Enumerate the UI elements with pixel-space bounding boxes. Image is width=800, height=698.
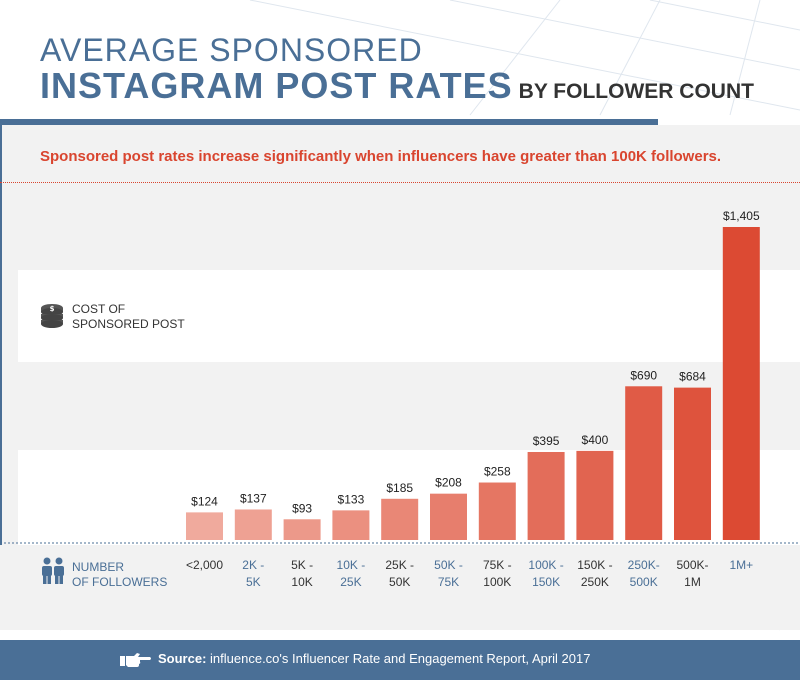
x-axis-label: NUMBER OF FOLLOWERS [72,560,167,590]
x-axis-label-line2: OF FOLLOWERS [72,575,168,589]
value-label-5: $208 [435,476,462,490]
bar-5 [430,493,467,540]
bar-6 [478,482,516,540]
value-label-2: $93 [292,501,312,515]
title-line2: INSTAGRAM POST RATES BY FOLLOWER COUNT [40,66,754,112]
x-axis-label-line1: NUMBER [72,560,125,574]
x-tick-label-2: 5K -10K [291,558,313,589]
value-label-3: $133 [338,492,365,506]
source-citation: influence.co's Influencer Rate and Engag… [210,651,591,666]
value-label-1: $137 [240,491,267,505]
title-line1: AVERAGE SPONSORED [40,32,423,68]
x-tick-label-11: 1M+ [729,558,753,572]
bar-11 [722,227,760,540]
x-tick-label-0: <2,000 [186,558,223,572]
value-label-4: $185 [386,481,413,495]
value-label-8: $400 [582,433,609,447]
bottom-strip [0,680,800,698]
header-rule [0,119,658,125]
pointing-hand-icon [120,651,152,674]
x-tick-label-10: 500K-1M [676,558,708,589]
y-axis-label: COST OF SPONSORED POST [72,302,185,332]
value-label-11: $1,405 [723,209,760,223]
x-tick-label-3: 10K -25K [337,558,366,589]
title-suffix: BY FOLLOWER COUNT [518,80,754,103]
people-icon [40,557,66,590]
value-label-0: $124 [191,494,218,508]
bar-2 [283,519,321,540]
svg-text:$: $ [50,305,55,313]
value-label-10: $684 [679,370,706,384]
x-tick-label-5: 50K -75K [434,558,463,589]
value-label-6: $258 [484,465,511,479]
bar-9 [625,386,663,540]
bar-7 [527,452,565,540]
panel-left-border [0,125,2,545]
y-axis-label-line2: SPONSORED POST [72,317,185,331]
subtitle-divider [0,182,800,183]
bar-1 [234,509,272,540]
value-label-9: $690 [630,368,657,382]
x-tick-label-4: 25K -50K [385,558,414,589]
chart-subtitle: Sponsored post rates increase significan… [40,148,722,165]
bar-3 [332,510,370,540]
coin-stack-icon: $ [38,302,66,335]
source-label: Source: [158,651,207,666]
y-axis-label-line1: COST OF [72,302,126,316]
x-tick-label-6: 75K -100K [483,558,512,589]
bar-4 [381,498,419,540]
bar-0 [186,512,223,540]
title-bold: INSTAGRAM POST RATES [40,65,513,106]
value-label-7: $395 [533,434,560,448]
x-tick-label-9: 250K-500K [628,558,660,589]
bar-8 [576,450,614,540]
x-tick-label-8: 150K -250K [577,558,612,589]
x-tick-label-7: 100K -150K [528,558,563,589]
source-text: Source: influence.co's Influencer Rate a… [158,651,590,666]
x-tick-label-1: 2K -5K [242,558,264,589]
chart-panel [0,125,800,630]
band-2 [18,270,800,362]
bar-10 [674,387,711,540]
